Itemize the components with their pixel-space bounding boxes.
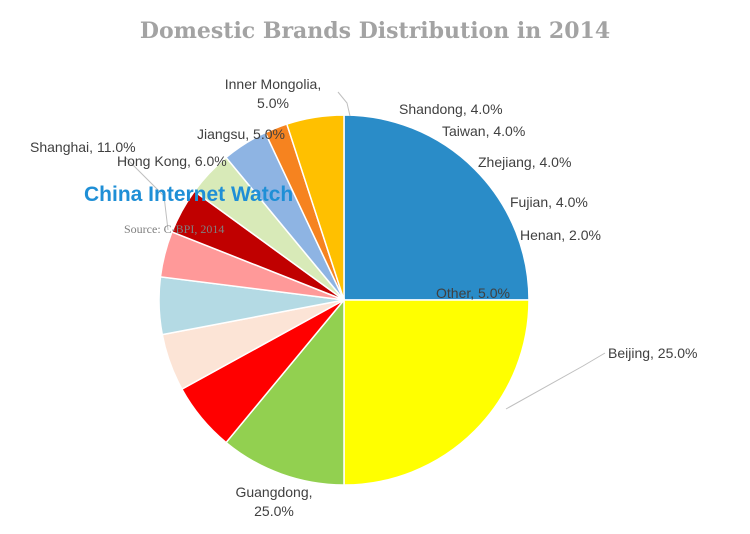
slice-other <box>285 114 345 301</box>
chart-title: Domestic Brands Distribution in 2014 <box>139 18 611 44</box>
slice-labels: Beijing, 25.0% Guangdong, 25.0% Shanghai, 1… <box>30 76 698 519</box>
leader-line-beijing <box>505 352 606 410</box>
slice-label-shanghai: Shanghai, 11.0% <box>30 139 136 155</box>
slice-label-taiwan: Taiwan, 4.0% <box>442 123 525 139</box>
slice-beijing <box>343 114 530 301</box>
watermark-brand: China Internet Watch <box>84 183 293 206</box>
slice-label-zhejiang: Zhejiang, 4.0% <box>478 154 571 170</box>
leader-line-inner-mongolia <box>337 91 351 117</box>
slice-label-inner-mongolia: Inner Mongolia, 5.0% <box>225 76 322 111</box>
slice-label-shandong: Shandong, 4.0% <box>399 101 503 117</box>
pie-slices <box>158 114 530 486</box>
watermark-source: Source: C-BPI, 2014 <box>124 222 224 236</box>
slice-label-other: Other, 5.0% <box>436 285 510 301</box>
slice-label-henan: Henan, 2.0% <box>520 227 601 243</box>
slice-guangdong <box>343 299 530 486</box>
leader-lines <box>124 91 606 410</box>
leader-line-shanghai <box>124 156 169 231</box>
slice-label-fujian: Fujian, 4.0% <box>510 194 588 210</box>
slice-shanghai <box>225 297 345 486</box>
slice-label-beijing: Beijing, 25.0% <box>608 345 698 361</box>
slice-label-jiangsu: Jiangsu, 5.0% <box>197 126 285 142</box>
slice-label-hong-kong: Hong Kong, 6.0% <box>117 153 227 169</box>
slice-label-guangdong: Guangdong, 25.0% <box>235 484 312 519</box>
